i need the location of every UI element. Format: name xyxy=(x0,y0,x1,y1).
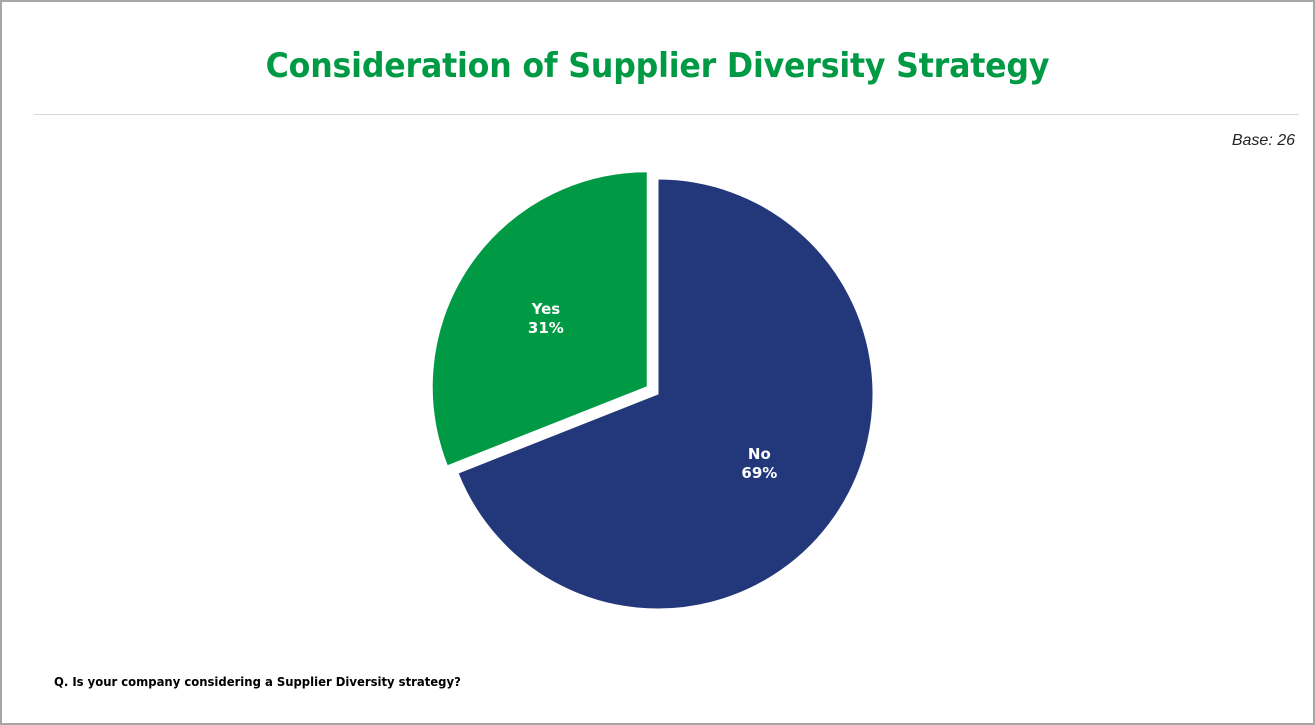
chart-title: Consideration of Supplier Diversity Stra… xyxy=(265,46,1050,86)
base-count: Base: 26 xyxy=(1231,132,1295,149)
survey-question: Q. Is your company considering a Supplie… xyxy=(54,674,461,689)
slice-label-no: No xyxy=(748,445,771,463)
pie-slice-no xyxy=(457,178,874,610)
slice-value-yes: 31% xyxy=(528,319,564,337)
slice-value-no: 69% xyxy=(741,464,777,482)
pie-slice-yes xyxy=(431,171,648,467)
title-divider xyxy=(34,114,1299,115)
slice-label-yes: Yes xyxy=(531,300,561,318)
